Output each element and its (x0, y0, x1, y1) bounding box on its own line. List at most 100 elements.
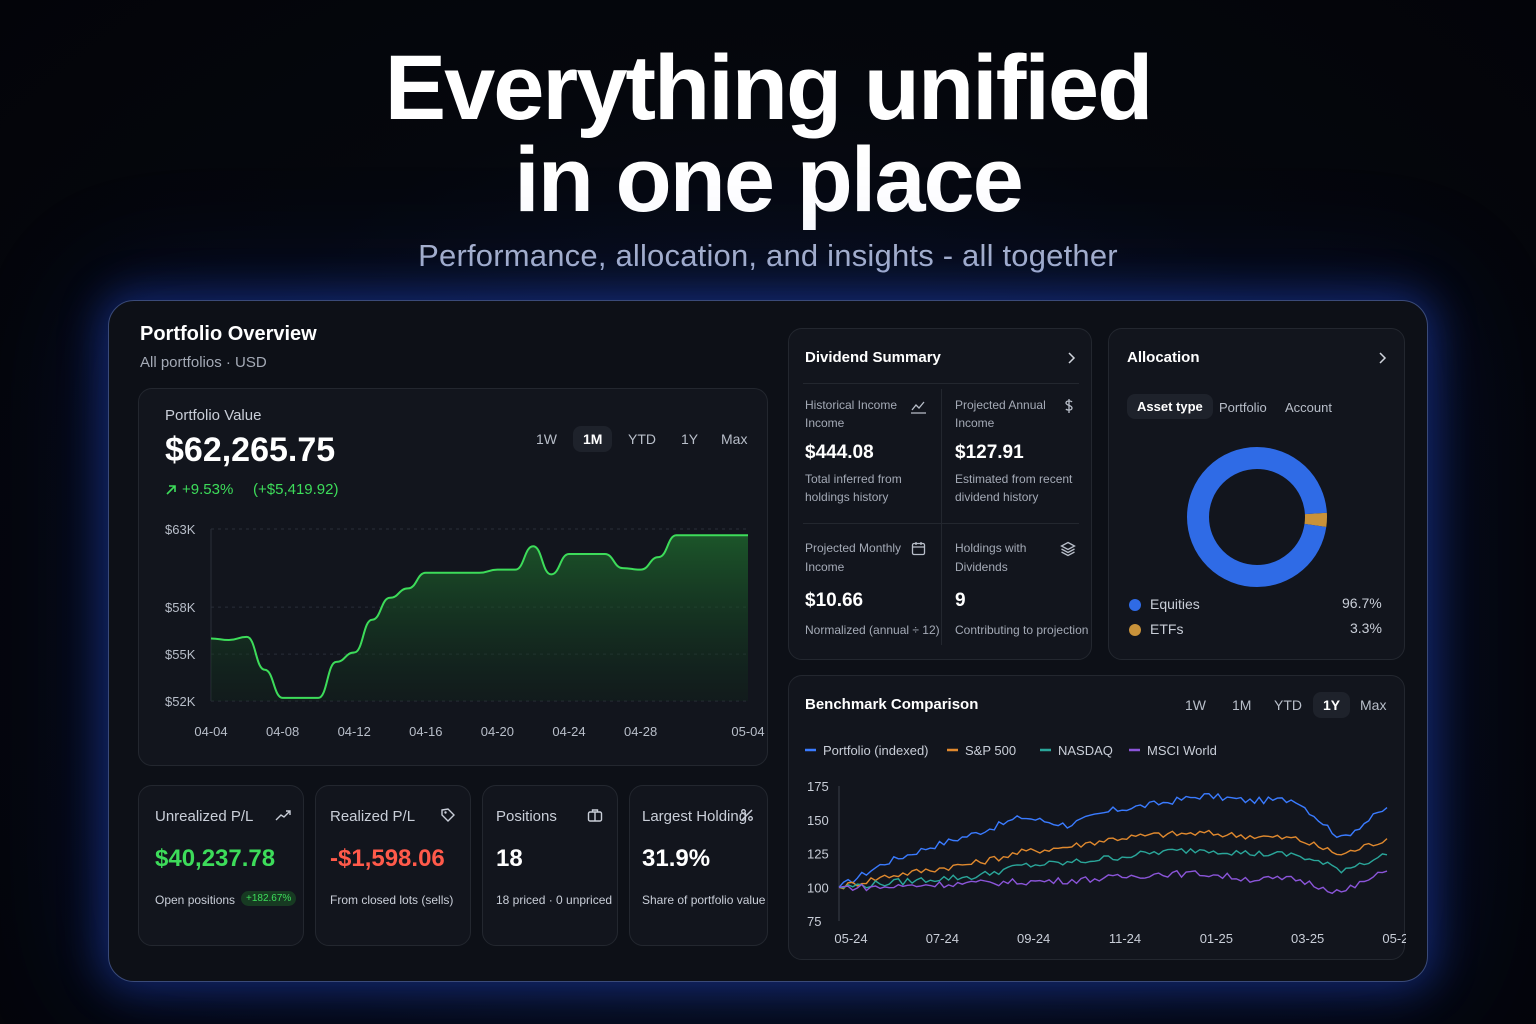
tab-account[interactable]: Account (1285, 400, 1332, 415)
stat-value: $40,237.78 (155, 845, 276, 872)
stat-note: 18 priced · 0 unpriced (496, 893, 613, 907)
tab-portfolio[interactable]: Portfolio (1219, 400, 1267, 415)
dividend-label: Historical Income (805, 398, 898, 412)
y-tick-label: 150 (807, 813, 829, 828)
x-tick-label: 05-24 (834, 931, 867, 946)
y-tick-label: $55K (165, 647, 196, 662)
stat-value: -$1,598.06 (330, 845, 445, 872)
legend-label: NASDAQ (1058, 743, 1113, 758)
y-tick-label: $58K (165, 600, 196, 615)
dividend-value: 9 (955, 590, 966, 611)
allocation-card: Allocation Asset type Portfolio Account … (1108, 328, 1405, 660)
dollar-icon (1065, 399, 1073, 413)
x-tick-label: 04-24 (552, 724, 585, 739)
benchmark-title: Benchmark Comparison (805, 696, 979, 713)
range-1w[interactable]: 1W (536, 431, 557, 447)
dashboard-panel: Portfolio Overview All portfolios · USD … (108, 300, 1428, 982)
stat-badge: +182.67% (241, 891, 297, 906)
bench-range-max[interactable]: Max (1360, 697, 1387, 713)
x-tick-label: 07-24 (926, 931, 959, 946)
chart-icon (911, 401, 926, 414)
bench-range-ytd[interactable]: YTD (1274, 697, 1302, 713)
stat-label: Largest Holding (642, 808, 748, 825)
bench-range-1w[interactable]: 1W (1185, 697, 1206, 713)
dividend-value: $444.08 (805, 442, 874, 463)
legend-label: MSCI World (1147, 743, 1217, 758)
dividend-note: Contributing to projection (955, 623, 1089, 637)
stat-card-largest-holding: Largest Holding 31.9% Share of portfolio… (629, 785, 768, 946)
range-ytd[interactable]: YTD (628, 431, 656, 447)
overview-subtitle: All portfolios · USD (140, 354, 267, 371)
benchmark-chart: Portfolio (indexed) S&P 500 NASDAQ MSCI Wor… (805, 743, 1406, 946)
dividend-note: dividend history (955, 490, 1039, 504)
hero-title-line2: in one place (514, 129, 1024, 231)
dividend-label: Income (805, 560, 845, 574)
arrow-up-right-icon (166, 485, 176, 495)
x-tick-label: 03-25 (1291, 931, 1324, 946)
stat-card-unrealized: Unrealized P/L $40,237.78 Open positions… (138, 785, 304, 946)
bench-range-1m[interactable]: 1M (1232, 697, 1252, 713)
stat-label: Unrealized P/L (155, 808, 254, 825)
value-area (211, 535, 748, 701)
calendar-icon (911, 542, 926, 556)
series-line-3 (838, 869, 1388, 895)
stat-note: Share of portfolio value (642, 893, 766, 907)
x-tick-label: 09-24 (1017, 931, 1050, 946)
chevron-right-icon[interactable] (1377, 351, 1387, 365)
dividend-label: Projected Monthly (805, 541, 902, 555)
y-tick-label: 175 (807, 779, 829, 794)
value-line (210, 534, 748, 699)
dividend-note: holdings history (805, 490, 889, 504)
x-tick-label: 04-28 (624, 724, 657, 739)
series-line-1 (838, 829, 1388, 890)
hero-title-line1: Everything unified (384, 37, 1154, 139)
x-tick-label: 04-16 (409, 724, 442, 739)
portfolio-change-abs: (+$5,419.92) (253, 481, 339, 498)
donut-slice-etfs (1187, 447, 1327, 587)
dividend-label: Projected Annual (955, 398, 1046, 412)
divider (803, 383, 1079, 384)
donut-slice-equities (1187, 447, 1327, 587)
legend-swatch-equities (1129, 599, 1141, 611)
portfolio-value: $62,265.75 (165, 431, 336, 469)
series-line-2 (838, 847, 1388, 889)
benchmark-card: Benchmark Comparison 1W 1M YTD 1Y Max Po… (788, 675, 1406, 960)
chevron-right-icon[interactable] (1066, 351, 1076, 365)
x-tick-label: 04-12 (338, 724, 371, 739)
dividend-label: Holdings with (955, 541, 1027, 555)
stat-value: 31.9% (642, 845, 711, 872)
legend-pct-equities: 96.7% (1342, 595, 1382, 611)
dividend-value: $127.91 (955, 442, 1024, 463)
percent-icon (741, 809, 753, 821)
legend-label: S&P 500 (965, 743, 1016, 758)
x-tick-label: 01-25 (1200, 931, 1233, 946)
stat-note: Open positions (155, 893, 236, 907)
stat-value: 18 (496, 845, 523, 872)
portfolio-value-card: Portfolio Value $62,265.75 +9.53% (+$5,4… (138, 388, 768, 766)
bench-range-1y[interactable]: 1Y (1313, 692, 1351, 718)
tag-icon (441, 808, 455, 822)
legend-swatch-etfs (1129, 624, 1141, 636)
dividend-note: Estimated from recent (955, 472, 1073, 486)
dividend-label: Income (955, 416, 995, 430)
tab-asset-type[interactable]: Asset type (1127, 394, 1213, 419)
x-tick-label: 05-25 (1382, 931, 1406, 946)
legend-label-etfs: ETFs (1150, 621, 1184, 637)
divider (941, 389, 942, 645)
dividend-label: Dividends (955, 560, 1008, 574)
trend-up-icon (275, 810, 291, 821)
x-tick-label: 05-04 (731, 724, 764, 739)
overview-title: Portfolio Overview (140, 323, 317, 345)
range-1m[interactable]: 1M (573, 426, 613, 452)
allocation-donut (1187, 447, 1327, 587)
stat-card-realized: Realized P/L -$1,598.06 From closed lots… (315, 785, 471, 946)
range-1y[interactable]: 1Y (681, 431, 699, 447)
dividend-note: Total inferred from (805, 472, 902, 486)
legend-label: Portfolio (indexed) (823, 743, 929, 758)
hero-subtitle: Performance, allocation, and insights - … (418, 238, 1118, 273)
range-max[interactable]: Max (721, 431, 748, 447)
dividend-summary-title: Dividend Summary (805, 349, 941, 366)
stat-card-positions: Positions 18 18 priced · 0 unpriced (482, 785, 618, 946)
y-tick-label: $63K (165, 522, 196, 537)
portfolio-value-label: Portfolio Value (165, 407, 262, 424)
